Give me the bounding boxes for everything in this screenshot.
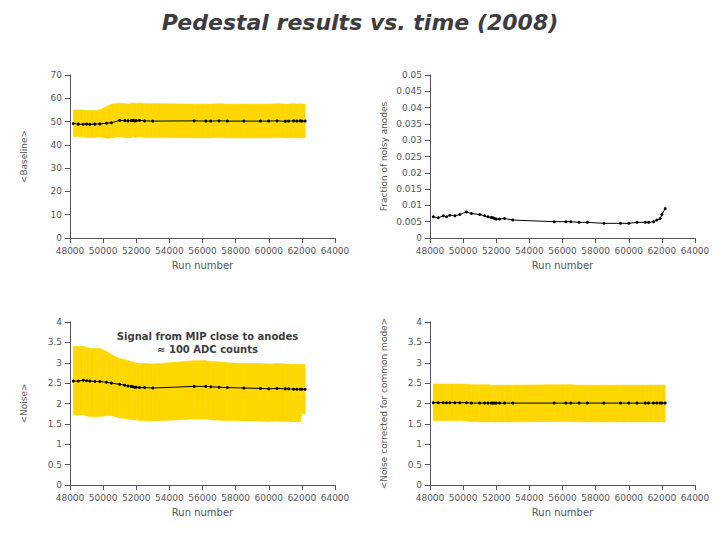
svg-text:3.5: 3.5 (48, 337, 62, 347)
svg-text:2.5: 2.5 (408, 378, 422, 388)
svg-text:62000: 62000 (648, 246, 677, 256)
svg-text:0.015: 0.015 (396, 184, 422, 194)
svg-text:48000: 48000 (416, 493, 445, 503)
svg-text:Run number: Run number (532, 507, 594, 518)
svg-text:Pedestal results vs. time (200: Pedestal results vs. time (2008) (162, 10, 558, 35)
svg-text:<Noise>: <Noise> (19, 383, 29, 423)
svg-text:10: 10 (51, 210, 63, 220)
svg-text:50000: 50000 (89, 246, 118, 256)
svg-text:50: 50 (51, 117, 63, 127)
svg-text:3.5: 3.5 (408, 337, 422, 347)
svg-text:0: 0 (416, 233, 422, 243)
svg-text:64000: 64000 (321, 246, 350, 256)
svg-text:52000: 52000 (122, 493, 151, 503)
svg-text:70: 70 (51, 70, 63, 80)
svg-text:56000: 56000 (548, 246, 577, 256)
svg-text:64000: 64000 (681, 246, 710, 256)
svg-text:60000: 60000 (614, 493, 643, 503)
svg-text:2.5: 2.5 (48, 378, 62, 388)
svg-text:60: 60 (51, 93, 63, 103)
svg-text:64000: 64000 (681, 493, 710, 503)
svg-text:62000: 62000 (648, 493, 677, 503)
svg-text:Run number: Run number (172, 260, 234, 271)
svg-text:0.035: 0.035 (396, 119, 422, 129)
svg-text:1.5: 1.5 (408, 419, 422, 429)
svg-text:Fraction of noisy anodes: Fraction of noisy anodes (379, 101, 389, 211)
svg-text:0: 0 (416, 480, 422, 490)
svg-text:50000: 50000 (449, 493, 478, 503)
svg-text:50000: 50000 (89, 493, 118, 503)
svg-text:56000: 56000 (188, 493, 217, 503)
svg-text:0.025: 0.025 (396, 152, 422, 162)
svg-text:58000: 58000 (581, 493, 610, 503)
svg-text:64000: 64000 (321, 493, 350, 503)
svg-text:30: 30 (51, 163, 63, 173)
svg-text:50000: 50000 (449, 246, 478, 256)
svg-text:60000: 60000 (254, 493, 283, 503)
svg-text:52000: 52000 (482, 493, 511, 503)
svg-text:48000: 48000 (56, 246, 85, 256)
svg-text:52000: 52000 (122, 246, 151, 256)
svg-text:3: 3 (416, 358, 422, 368)
svg-text:Signal from MIP close to anode: Signal from MIP close to anodes (117, 331, 298, 342)
svg-text:1: 1 (416, 439, 422, 449)
svg-text:0: 0 (56, 233, 62, 243)
svg-text:58000: 58000 (581, 246, 610, 256)
svg-text:0.02: 0.02 (402, 168, 422, 178)
svg-text:62000: 62000 (288, 493, 317, 503)
svg-text:1.5: 1.5 (48, 419, 62, 429)
svg-text:54000: 54000 (155, 246, 184, 256)
svg-text:48000: 48000 (416, 246, 445, 256)
svg-text:0.05: 0.05 (402, 70, 422, 80)
svg-text:56000: 56000 (188, 246, 217, 256)
svg-text:4: 4 (416, 317, 422, 327)
svg-text:0: 0 (56, 480, 62, 490)
svg-text:58000: 58000 (221, 493, 250, 503)
svg-text:<Noise corrected for common mo: <Noise corrected for common mode> (379, 318, 389, 489)
svg-text:54000: 54000 (515, 493, 544, 503)
svg-text:52000: 52000 (482, 246, 511, 256)
svg-text:<Baseline>: <Baseline> (19, 130, 29, 183)
svg-text:Run number: Run number (172, 507, 234, 518)
svg-text:56000: 56000 (548, 493, 577, 503)
svg-text:0.5: 0.5 (48, 460, 62, 470)
svg-text:2: 2 (416, 399, 422, 409)
svg-text:0.03: 0.03 (402, 135, 422, 145)
svg-text:60000: 60000 (614, 246, 643, 256)
svg-text:58000: 58000 (221, 246, 250, 256)
svg-text:0.045: 0.045 (396, 86, 422, 96)
svg-text:Run number: Run number (532, 260, 594, 271)
svg-text:0.005: 0.005 (396, 217, 422, 227)
svg-text:60000: 60000 (254, 246, 283, 256)
svg-text:3: 3 (56, 358, 62, 368)
svg-text:54000: 54000 (515, 246, 544, 256)
svg-text:1: 1 (56, 439, 62, 449)
svg-text:0.01: 0.01 (402, 200, 422, 210)
svg-text:62000: 62000 (288, 246, 317, 256)
svg-text:≈ 100 ADC counts: ≈ 100 ADC counts (157, 344, 258, 355)
svg-text:48000: 48000 (56, 493, 85, 503)
svg-text:2: 2 (56, 399, 62, 409)
svg-text:54000: 54000 (155, 493, 184, 503)
svg-text:40: 40 (51, 140, 63, 150)
svg-text:0.04: 0.04 (402, 103, 422, 113)
svg-text:20: 20 (51, 186, 63, 196)
svg-text:4: 4 (56, 317, 62, 327)
svg-text:0.5: 0.5 (408, 460, 422, 470)
